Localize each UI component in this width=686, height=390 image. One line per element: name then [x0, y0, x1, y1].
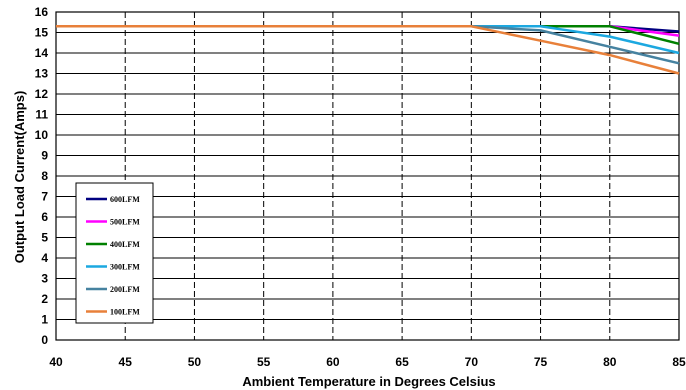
x-tick-label: 75	[534, 355, 548, 369]
x-tick-label: 80	[603, 355, 617, 369]
y-tick-label: 12	[35, 87, 49, 101]
x-tick-label: 85	[672, 355, 686, 369]
legend-label-600lfm: 600LFM	[110, 195, 140, 204]
x-tick-label: 45	[119, 355, 133, 369]
legend: 600LFM 500LFM 400LFM 300LFM 200LFM 100LFM	[75, 182, 154, 324]
y-axis-title: Output Load Current(Amps)	[12, 91, 27, 264]
y-tick-label: 4	[41, 251, 48, 265]
x-tick-labels: 40 45 50 55 60 65 70 75 80 85	[49, 355, 686, 369]
y-tick-label: 13	[35, 67, 49, 81]
series-line-100lfm	[56, 25, 680, 75]
legend-label-500lfm: 500LFM	[110, 218, 140, 227]
x-axis-title: Ambient Temperature in Degrees Celsius	[242, 374, 495, 389]
x-tick-label: 55	[257, 355, 271, 369]
y-tick-label: 1	[41, 313, 48, 327]
y-tick-label: 6	[41, 210, 48, 224]
y-tick-label: 14	[35, 46, 49, 60]
y-tick-label: 11	[35, 108, 48, 122]
y-tick-label: 15	[35, 26, 49, 40]
y-tick-label: 0	[41, 333, 48, 347]
x-tick-label: 65	[395, 355, 409, 369]
legend-box	[75, 182, 154, 324]
legend-label-200lfm: 200LFM	[110, 285, 140, 294]
grid	[55, 11, 680, 341]
x-tick-label: 60	[326, 355, 340, 369]
y-tick-label: 9	[41, 149, 48, 163]
y-tick-label: 5	[41, 231, 48, 245]
plot-area-border	[55, 11, 680, 341]
y-tick-label: 7	[41, 190, 48, 204]
x-tick-label: 50	[188, 355, 202, 369]
legend-label-400lfm: 400LFM	[110, 240, 140, 249]
y-tick-label: 10	[35, 128, 49, 142]
legend-label-300lfm: 300LFM	[110, 263, 140, 272]
series-lines	[56, 25, 680, 75]
y-tick-label: 8	[41, 169, 48, 183]
plot-border	[55, 11, 680, 341]
x-tick-label: 70	[465, 355, 479, 369]
y-tick-label: 3	[41, 272, 48, 286]
y-tick-label: 16	[35, 5, 49, 19]
y-tick-label: 2	[41, 292, 48, 306]
legend-label-100lfm: 100LFM	[110, 308, 140, 317]
x-tick-label: 40	[49, 355, 63, 369]
